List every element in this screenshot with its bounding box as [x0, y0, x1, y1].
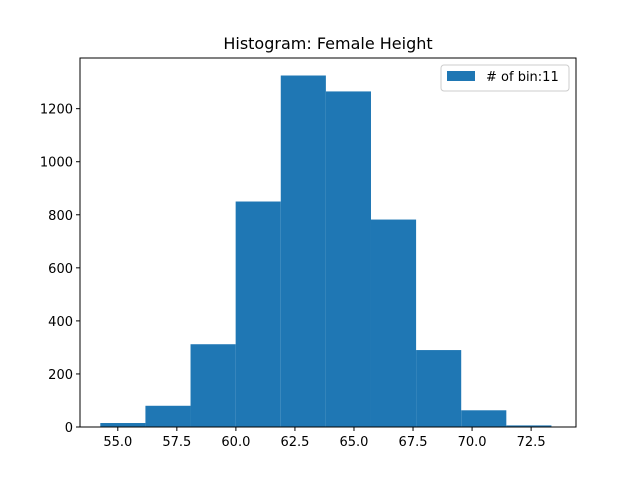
y-tick-label: 1000: [40, 156, 73, 171]
x-tick-label: 65.0: [340, 435, 369, 450]
x-tick-label: 60.0: [221, 435, 250, 450]
x-tick-label: 72.5: [517, 435, 546, 450]
y-tick-label: 800: [48, 209, 73, 224]
x-tick-label: 57.5: [162, 435, 191, 450]
histogram-bar-7: [370, 219, 417, 427]
chart-title: Histogram: Female Height: [223, 34, 432, 53]
histogram-bar-10: [506, 425, 552, 427]
legend-label: # of bin:11: [486, 70, 559, 85]
legend: # of bin:11: [440, 64, 570, 92]
plot-frame: [79, 57, 577, 428]
histogram-bar-9: [461, 410, 507, 427]
x-tick-label: 55.0: [103, 435, 132, 450]
y-tick-label: 1200: [40, 103, 73, 118]
histogram-bar-8: [416, 350, 462, 427]
x-tick-label: 70.0: [458, 435, 487, 450]
histogram-bar-2: [145, 405, 191, 427]
y-tick-label: 400: [48, 315, 73, 330]
y-tick-label: 200: [48, 368, 73, 383]
x-axis-ticks: 55.0 57.5 60.0 62.5 65.0 67.5 70.0 72.5: [103, 427, 546, 450]
histogram-bar-4: [235, 201, 281, 427]
histogram-bar-1: [100, 423, 146, 427]
x-tick-label: 67.5: [399, 435, 428, 450]
bars-group: [100, 75, 552, 428]
x-tick-label: 62.5: [280, 435, 309, 450]
histogram-bar-5: [280, 75, 326, 427]
histogram-bar-6: [325, 91, 371, 428]
legend-swatch: [447, 71, 475, 81]
y-axis-ticks: 0 200 400 600 800 1000 1200: [40, 103, 80, 436]
y-tick-label: 600: [48, 262, 73, 277]
y-tick-label: 0: [65, 421, 73, 436]
histogram-bar-3: [190, 344, 236, 427]
